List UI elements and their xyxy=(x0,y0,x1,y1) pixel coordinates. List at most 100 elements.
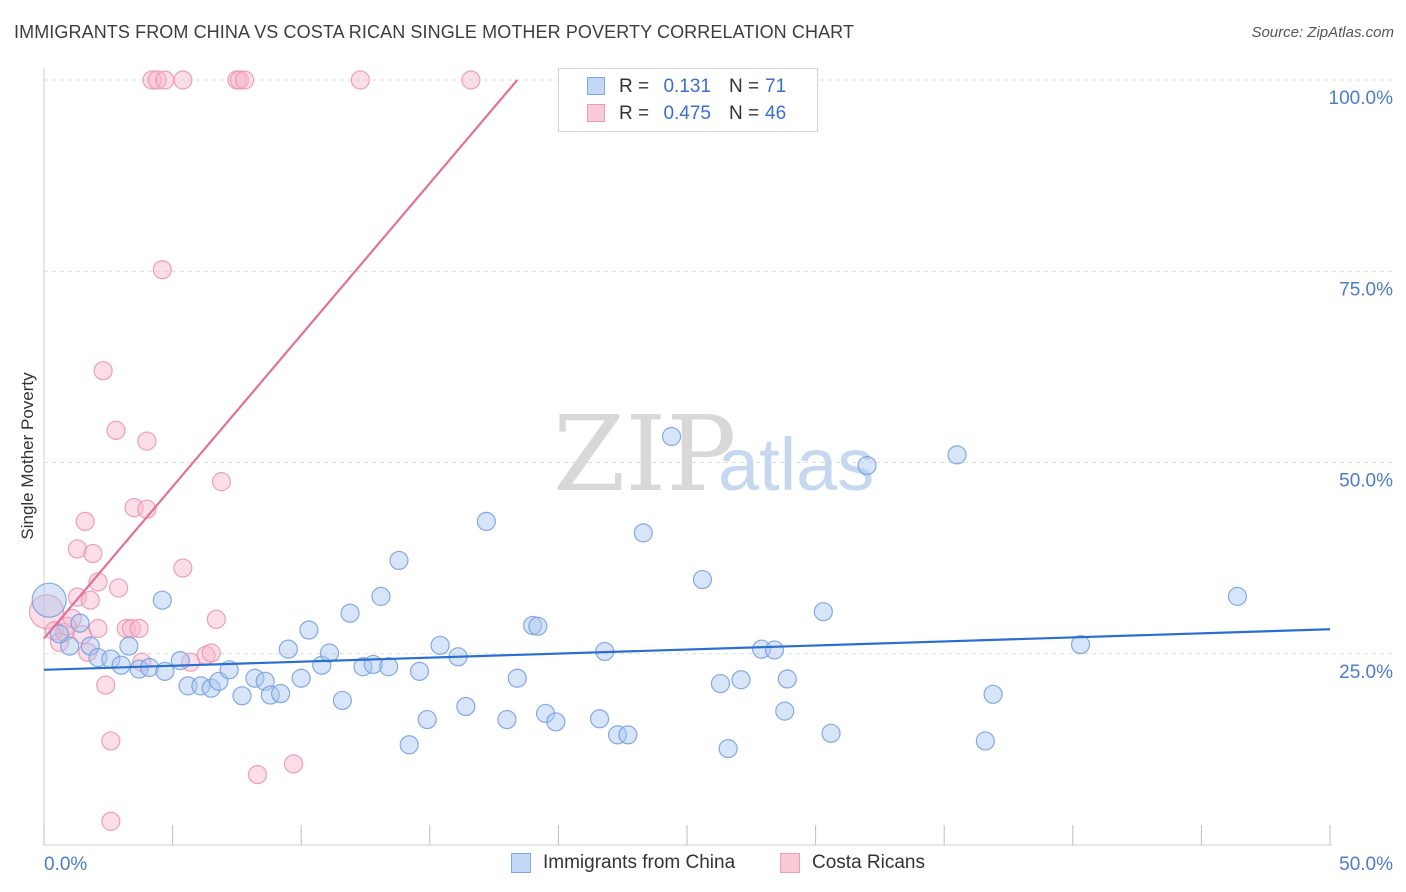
china-point xyxy=(523,615,543,636)
watermark: ZIP atlas xyxy=(553,393,874,515)
costa-ricans-point xyxy=(83,543,103,564)
costa-ricans-point xyxy=(147,70,167,90)
costa-ricans-point xyxy=(44,621,64,641)
china-point xyxy=(607,725,628,745)
china-point xyxy=(379,657,399,677)
china-point xyxy=(764,640,785,660)
legend-n-value: 71 xyxy=(765,76,787,97)
china-point xyxy=(152,590,172,610)
legend-n-value: 46 xyxy=(765,103,787,124)
x-tick-label: 0.0% xyxy=(44,854,87,875)
costa-ricans-point xyxy=(350,70,370,90)
china-point xyxy=(507,668,527,688)
china-point xyxy=(371,586,391,606)
costa-ricans-point xyxy=(155,70,175,90)
china-point xyxy=(70,613,90,633)
china-point xyxy=(399,735,419,755)
china-point xyxy=(389,550,409,571)
costa-ricans-point xyxy=(206,609,226,629)
costa-ricans-point xyxy=(235,70,255,90)
china-point xyxy=(31,582,67,618)
china-point xyxy=(430,635,450,655)
china-point xyxy=(718,739,738,759)
costa-ricans-point xyxy=(247,765,268,785)
china-point xyxy=(546,712,566,732)
china-point xyxy=(821,723,841,743)
china-point xyxy=(332,690,352,711)
costa-ricans-point xyxy=(229,70,250,90)
costa-ricans-point xyxy=(88,572,108,592)
china-point xyxy=(201,678,221,698)
china-point xyxy=(49,624,70,644)
china-point xyxy=(417,709,437,730)
costa-ricans-point xyxy=(101,731,121,751)
costa-ricans-points xyxy=(28,70,481,831)
china-point xyxy=(497,709,517,730)
china-point xyxy=(476,511,496,532)
trend-lines xyxy=(43,79,1331,671)
china-trend-line xyxy=(43,628,1331,671)
china-points xyxy=(31,426,1248,759)
china-point xyxy=(319,643,340,663)
china-point xyxy=(528,616,548,636)
costa-ricans-point xyxy=(96,675,116,695)
china-point xyxy=(340,603,360,623)
china-point xyxy=(731,670,751,690)
legend-r-value: 0.475 xyxy=(663,103,711,124)
china-point xyxy=(857,455,877,476)
china-point xyxy=(299,620,319,640)
china-point xyxy=(129,659,149,679)
costa-ricans-point xyxy=(28,594,65,630)
china-point xyxy=(271,683,291,704)
bottom-legend-label-costa-ricans: Costa Ricans xyxy=(812,852,925,873)
china-point xyxy=(618,725,638,745)
grid-layer xyxy=(44,79,1394,655)
legend-r-value: 0.131 xyxy=(663,76,711,97)
costa-ricans-point xyxy=(137,431,157,451)
china-point xyxy=(633,523,653,543)
china-point xyxy=(983,684,1003,704)
costa-ricans-point xyxy=(93,361,113,381)
costa-ricans-point xyxy=(211,472,232,492)
legend-r-label: R = xyxy=(619,103,650,124)
source-label: Source: ZipAtlas.com xyxy=(1251,24,1394,41)
costa-ricans-point xyxy=(80,590,100,610)
china-point xyxy=(219,660,239,680)
china-point xyxy=(409,661,430,681)
bottom-legend-swatch-costa-ricans xyxy=(780,853,800,873)
bottom-legend-label-china: Immigrants from China xyxy=(543,852,736,873)
china-point xyxy=(111,655,131,675)
y-tick-label: 25.0% xyxy=(1339,662,1393,683)
china-point xyxy=(813,602,833,622)
y-tick-label: 100.0% xyxy=(1329,88,1394,109)
legend-n-label: N = xyxy=(729,103,760,124)
china-point xyxy=(456,696,476,717)
costa-ricans-point xyxy=(67,539,88,559)
china-point xyxy=(170,651,190,671)
china-point xyxy=(60,636,80,656)
china-point xyxy=(775,701,795,721)
china-point xyxy=(589,709,610,729)
stats-legend: R = 0.131 N = 71 R = 0.475 N = 46 xyxy=(558,68,818,132)
costa-ricans-point xyxy=(129,618,149,639)
costa-ricans-point xyxy=(152,260,172,280)
bottom-legend-swatch-china xyxy=(511,853,531,873)
costa-ricans-trend-line xyxy=(43,79,519,640)
costa-ricans-point xyxy=(283,754,304,774)
costa-ricans-point xyxy=(173,558,193,578)
china-point xyxy=(278,639,298,659)
china-point xyxy=(975,731,995,751)
watermark-zip: ZIP xyxy=(553,393,736,515)
costa-ricans-point xyxy=(75,511,95,532)
china-point xyxy=(1070,634,1091,655)
costa-ricans-point xyxy=(173,70,193,90)
china-point xyxy=(947,445,967,465)
costa-ricans-point xyxy=(108,578,129,598)
legend-swatch-china xyxy=(587,77,605,95)
x-tick-label: 50.0% xyxy=(1339,854,1393,875)
costa-ricans-point xyxy=(101,811,121,831)
china-point xyxy=(777,669,797,689)
costa-ricans-point xyxy=(88,618,108,639)
costa-ricans-point xyxy=(106,420,126,440)
